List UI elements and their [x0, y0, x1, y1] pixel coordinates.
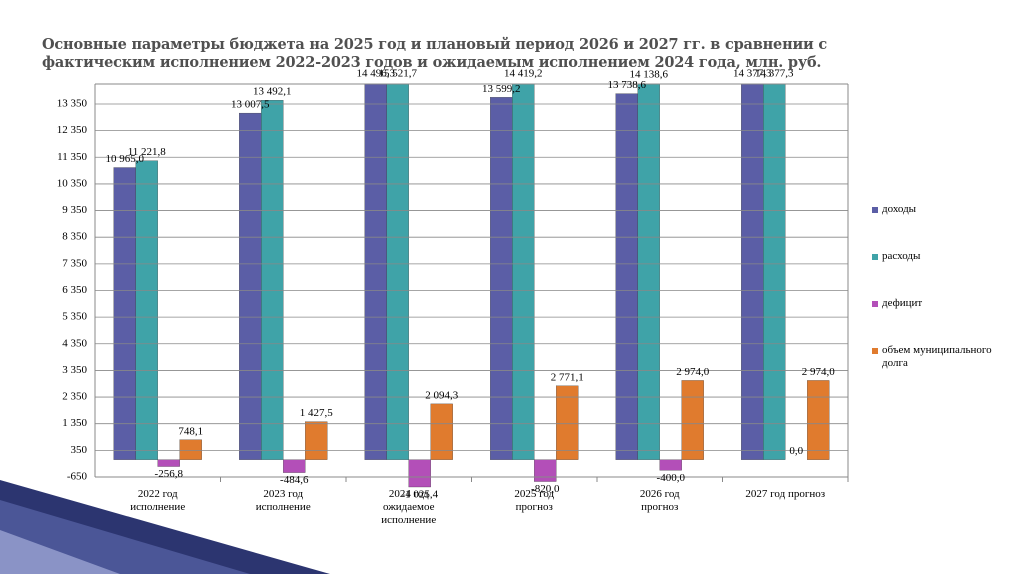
x-tick-label: 2025 год прогноз [514, 488, 555, 513]
y-tick-label: 9 350 [62, 204, 87, 216]
y-tick-label: 5 350 [62, 311, 87, 323]
bar [659, 459, 682, 471]
legend-label: расходы [882, 250, 921, 262]
value-label: -820,0 [531, 483, 560, 495]
bar [408, 459, 431, 488]
legend-marker [872, 254, 878, 260]
value-label: 14 138,6 [630, 69, 669, 81]
y-tick-label: 2 350 [62, 391, 87, 403]
value-label: 15 521,7 [379, 68, 418, 80]
bar [534, 459, 557, 482]
value-label: 2 771,1 [551, 371, 584, 383]
y-tick-label: 13 350 [57, 98, 88, 110]
x-tick-label: 2027 год прогноз [745, 488, 826, 500]
bar [763, 84, 786, 460]
value-label: -484,6 [280, 474, 309, 486]
value-label: 13 492,1 [253, 86, 292, 98]
bar [305, 421, 328, 460]
value-label: 14 419,2 [504, 68, 543, 80]
value-label: 1 427,5 [300, 407, 334, 419]
value-label: 13 007,5 [231, 99, 270, 111]
value-label: 13 738,6 [608, 79, 647, 91]
bar [637, 84, 660, 460]
x-tick-label: 2026 год прогноз [639, 488, 680, 513]
value-label: -1 025,4 [401, 489, 438, 501]
bar [261, 100, 284, 460]
y-tick-label: 10 350 [57, 177, 88, 189]
bar [430, 403, 453, 460]
value-label: 748,1 [178, 425, 203, 437]
legend-label: объем муниципального долга [882, 344, 992, 369]
bar [283, 459, 306, 473]
bar [512, 84, 535, 460]
value-label: 14 377,3 [733, 68, 772, 80]
bar [239, 112, 262, 460]
y-tick-label: 6 350 [62, 284, 87, 296]
y-tick-label: 12 350 [57, 124, 88, 136]
value-label: 10 965,0 [106, 153, 145, 165]
value-label: 0,0 [789, 445, 803, 457]
y-tick-label: -650 [67, 471, 88, 483]
y-tick-label: 11 350 [57, 151, 87, 163]
y-tick-label: 350 [71, 444, 88, 456]
value-label: 11 221,8 [128, 146, 167, 158]
y-tick-label: 8 350 [62, 231, 87, 243]
legend-marker [872, 207, 878, 213]
decor [0, 530, 120, 574]
plot [113, 84, 830, 488]
legend-marker [872, 348, 878, 354]
bar [157, 459, 180, 467]
value-label: 2 974,0 [676, 366, 710, 378]
y-tick-label: 1 350 [62, 417, 87, 429]
bar [681, 380, 704, 460]
bar [615, 93, 638, 460]
value-label: 13 599,2 [482, 83, 521, 95]
value-label: 2 974,0 [802, 366, 836, 378]
value-label: 2 094,3 [425, 389, 459, 401]
chart-title: Основные параметры бюджета на 2025 год и… [42, 36, 828, 71]
bar [179, 439, 202, 460]
y-tick-label: 4 350 [62, 337, 87, 349]
x-tick-label: 2023 год исполнение [255, 488, 311, 513]
y-tick-label: 3 350 [62, 364, 87, 376]
bar [556, 385, 579, 460]
value-label: -400,0 [657, 472, 686, 484]
value-label: 14 496,3 [357, 68, 396, 80]
bar [135, 160, 158, 460]
bars [113, 84, 830, 488]
bar [807, 380, 830, 460]
legend-marker [872, 301, 878, 307]
x-tick-label: 2022 год исполнение [130, 488, 186, 513]
bar [386, 84, 409, 460]
y-tick-label: 7 350 [62, 257, 87, 269]
bar [113, 167, 136, 460]
legend-label: дефицит [882, 297, 923, 309]
bar [741, 84, 764, 460]
value-label: 14 377,3 [755, 68, 794, 80]
legend-label: доходы [882, 203, 917, 215]
value-label: -256,8 [155, 468, 184, 480]
bar [490, 97, 513, 460]
bar [364, 84, 387, 460]
x-tick-label: 2024 год ожидаемое исполнение [381, 488, 437, 526]
